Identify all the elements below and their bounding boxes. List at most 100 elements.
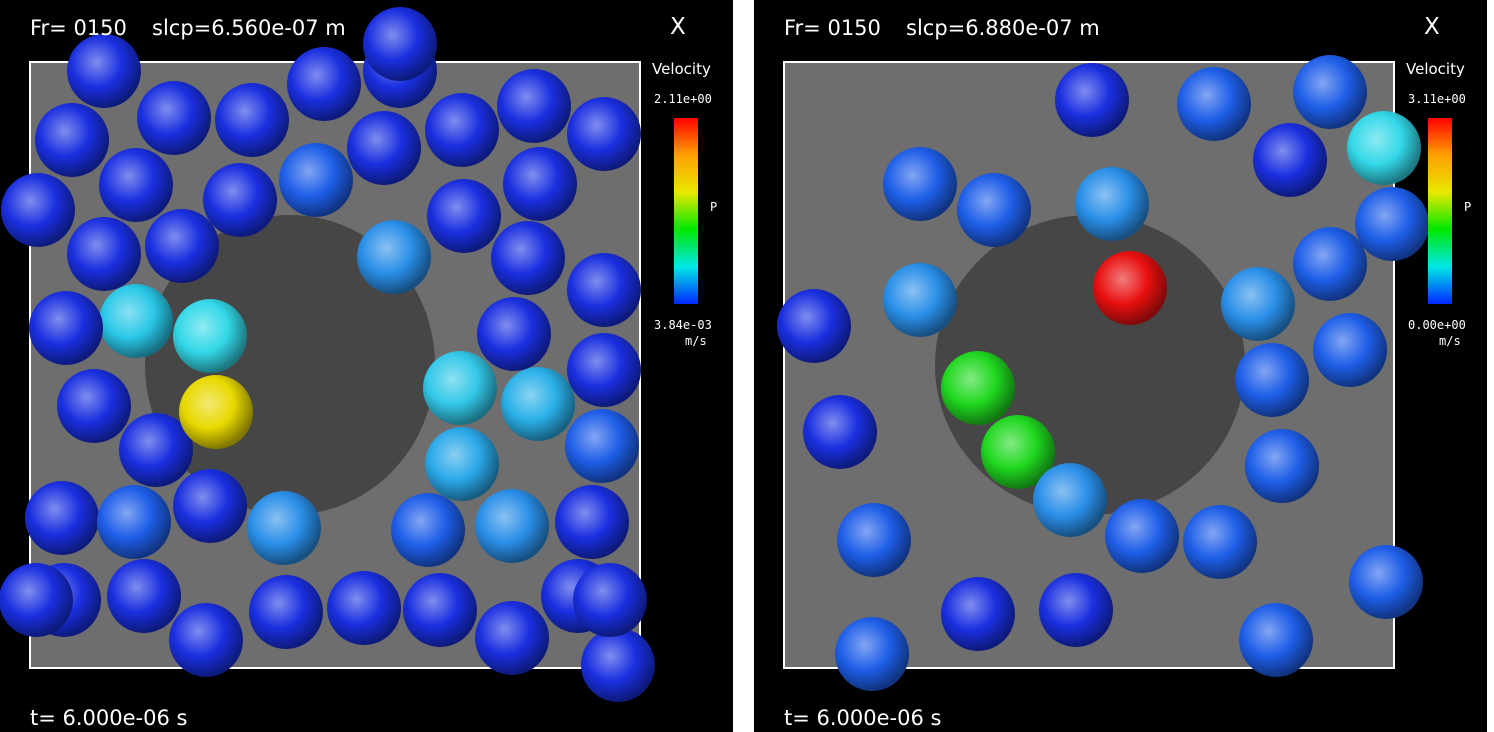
particle bbox=[475, 601, 549, 675]
particle bbox=[555, 485, 629, 559]
particle bbox=[777, 289, 851, 363]
particle bbox=[475, 489, 549, 563]
particle bbox=[497, 69, 571, 143]
particle bbox=[1177, 67, 1251, 141]
colorbar-variable: P bbox=[1464, 200, 1472, 214]
particle bbox=[1105, 499, 1179, 573]
particle bbox=[249, 575, 323, 649]
particle bbox=[1355, 187, 1429, 261]
colorbar-title: Velocity bbox=[1406, 60, 1465, 78]
particle bbox=[1039, 573, 1113, 647]
particle bbox=[837, 503, 911, 577]
colorbar-max: 3.11e+00 bbox=[1408, 92, 1466, 106]
frame-counter: Fr= 0150 bbox=[30, 16, 127, 40]
particle bbox=[423, 351, 497, 425]
particle bbox=[567, 333, 641, 407]
particle bbox=[1221, 267, 1295, 341]
particle bbox=[1093, 251, 1167, 325]
time-readout: t= 6.000e-06 s bbox=[784, 706, 942, 730]
particle bbox=[941, 351, 1015, 425]
particle bbox=[67, 217, 141, 291]
particle bbox=[883, 263, 957, 337]
particle bbox=[1239, 603, 1313, 677]
particle bbox=[1349, 545, 1423, 619]
particle bbox=[25, 481, 99, 555]
particle bbox=[57, 369, 131, 443]
colorbar bbox=[674, 118, 698, 304]
slice-axis: X bbox=[670, 14, 686, 40]
colorbar bbox=[1428, 118, 1452, 304]
particle bbox=[501, 367, 575, 441]
particle bbox=[565, 409, 639, 483]
particle bbox=[503, 147, 577, 221]
particle bbox=[29, 291, 103, 365]
colorbar-max: 2.11e+00 bbox=[654, 92, 712, 106]
particle bbox=[425, 93, 499, 167]
particle bbox=[357, 220, 431, 294]
colorbar-min: 3.84e-03 bbox=[654, 318, 712, 332]
particle bbox=[1293, 227, 1367, 301]
particle bbox=[137, 81, 211, 155]
colorbar-variable: P bbox=[710, 200, 718, 214]
particle bbox=[567, 97, 641, 171]
particle bbox=[1235, 343, 1309, 417]
particle bbox=[67, 34, 141, 108]
particle bbox=[491, 221, 565, 295]
colorbar-min: 0.00e+00 bbox=[1408, 318, 1466, 332]
particle bbox=[1253, 123, 1327, 197]
particle bbox=[119, 413, 193, 487]
particle bbox=[363, 7, 437, 81]
particle bbox=[279, 143, 353, 217]
particle bbox=[1313, 313, 1387, 387]
particle bbox=[425, 427, 499, 501]
particle bbox=[35, 103, 109, 177]
particle bbox=[573, 563, 647, 637]
particle bbox=[327, 571, 401, 645]
particle bbox=[427, 179, 501, 253]
particle bbox=[179, 375, 253, 449]
frame-counter: Fr= 0150 bbox=[784, 16, 881, 40]
colorbar-unit: m/s bbox=[685, 334, 707, 348]
particle bbox=[107, 559, 181, 633]
colorbar-title: Velocity bbox=[652, 60, 711, 78]
particle bbox=[391, 493, 465, 567]
particle bbox=[567, 253, 641, 327]
particle bbox=[173, 299, 247, 373]
particle bbox=[403, 573, 477, 647]
simulation-panel-left: Fr= 0150 slcp=6.560e-07 m X t= 6.000e-06… bbox=[0, 0, 733, 732]
particle bbox=[173, 469, 247, 543]
particle bbox=[247, 491, 321, 565]
particle bbox=[803, 395, 877, 469]
time-readout: t= 6.000e-06 s bbox=[30, 706, 188, 730]
particle bbox=[145, 209, 219, 283]
particle bbox=[883, 147, 957, 221]
particle bbox=[1, 173, 75, 247]
simulation-panel-right: Fr= 0150 slcp=6.880e-07 m X t= 6.000e-06… bbox=[754, 0, 1487, 732]
scene-right bbox=[777, 55, 1452, 691]
particle bbox=[203, 163, 277, 237]
scene-left bbox=[0, 7, 698, 702]
particle bbox=[477, 297, 551, 371]
slice-position: slcp=6.560e-07 m bbox=[152, 16, 346, 40]
particle bbox=[169, 603, 243, 677]
particle bbox=[99, 148, 173, 222]
particle bbox=[941, 577, 1015, 651]
particle bbox=[347, 111, 421, 185]
particle bbox=[581, 628, 655, 702]
particle bbox=[0, 563, 73, 637]
particle bbox=[1033, 463, 1107, 537]
particle bbox=[1183, 505, 1257, 579]
slice-position: slcp=6.880e-07 m bbox=[906, 16, 1100, 40]
particle bbox=[835, 617, 909, 691]
particle bbox=[1055, 63, 1129, 137]
particle bbox=[99, 284, 173, 358]
particle bbox=[215, 83, 289, 157]
particle bbox=[1347, 111, 1421, 185]
particle bbox=[97, 485, 171, 559]
particle bbox=[1245, 429, 1319, 503]
particle bbox=[1075, 167, 1149, 241]
colorbar-unit: m/s bbox=[1439, 334, 1461, 348]
particle bbox=[981, 415, 1055, 489]
particle bbox=[1293, 55, 1367, 129]
slice-axis: X bbox=[1424, 14, 1440, 40]
